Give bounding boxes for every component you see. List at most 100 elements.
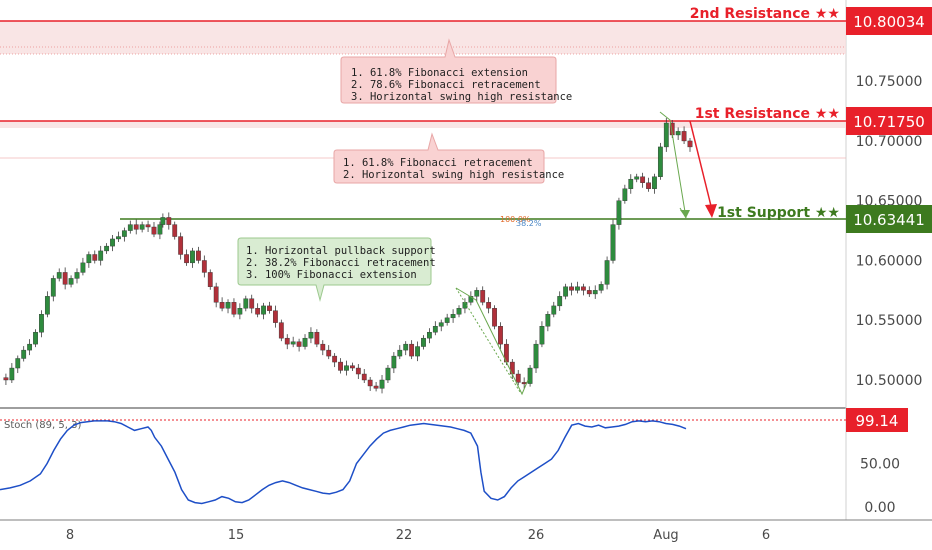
candle-body <box>255 308 261 315</box>
candle-body <box>515 373 521 383</box>
candle-body <box>444 317 450 323</box>
candle-body <box>586 290 592 295</box>
candle-body <box>675 131 681 136</box>
candle-body <box>474 290 480 297</box>
candle-body <box>350 365 355 369</box>
note-box-2nd-resistance: 1. 61.8% Fibonacci extension 2. 78.6% Fi… <box>340 38 572 104</box>
stoch-line <box>0 420 687 505</box>
candle-body <box>326 349 332 357</box>
svg-text:10.80034: 10.80034 <box>853 13 925 31</box>
candle-body <box>527 367 533 384</box>
candle-body <box>308 331 314 339</box>
resistance-zone-1 <box>0 121 846 128</box>
candle-body <box>27 343 33 351</box>
level-1st-support-label: 1st Support ★★ <box>717 205 840 221</box>
price-tick-label: 10.60000 <box>856 253 923 269</box>
svg-text:2. Horizontal swing high resis: 2. Horizontal swing high resistance <box>343 169 564 181</box>
candle-body <box>509 361 515 375</box>
candle-body <box>438 322 444 327</box>
resistance-zone-2 <box>0 21 846 54</box>
candle-body <box>432 326 438 333</box>
candle-body <box>616 200 622 225</box>
candle-body <box>415 346 420 357</box>
candle-body <box>237 308 243 315</box>
candle-body <box>314 331 320 345</box>
candle-body <box>628 178 634 189</box>
candle-body <box>166 217 172 225</box>
candle-body <box>361 373 367 381</box>
candle-body <box>160 217 166 225</box>
candle-body <box>468 296 474 303</box>
candle-body <box>634 176 640 180</box>
candle-body <box>355 367 361 375</box>
svg-text:2. 38.2% Fibonacci retracement: 2. 38.2% Fibonacci retracement <box>246 257 436 269</box>
candle-body <box>320 343 326 351</box>
candle-body <box>373 385 379 389</box>
candle-body <box>652 176 657 189</box>
candle-body <box>296 341 302 347</box>
candle-body <box>249 298 255 309</box>
candle-body <box>110 238 115 247</box>
candles <box>3 118 693 394</box>
projection-arrow <box>689 120 717 218</box>
candle-body <box>157 224 163 235</box>
candle-body <box>190 250 195 264</box>
candle-body <box>68 278 74 285</box>
date-axis: 8 15 22 26 Aug 6 <box>66 528 770 543</box>
candle-body <box>403 343 409 351</box>
candle-body <box>243 298 249 309</box>
stoch-axis: 50.00 0.00 <box>860 457 900 517</box>
candle-body <box>133 224 139 230</box>
candle-body <box>145 224 151 228</box>
candle-body <box>598 284 604 291</box>
price-tick-label: 10.75000 <box>856 74 923 90</box>
candle-body <box>3 377 9 381</box>
candle-body <box>139 224 145 230</box>
candle-body <box>604 260 610 285</box>
candle-body <box>385 367 391 381</box>
candle-body <box>521 382 527 385</box>
candle-body <box>219 302 225 309</box>
candle-body <box>580 286 586 291</box>
price-tick-label: 10.70000 <box>856 134 923 150</box>
candle-body <box>480 290 486 303</box>
candle-body <box>39 314 44 333</box>
date-tick-label: 22 <box>396 528 413 543</box>
candle-body <box>104 245 110 252</box>
svg-text:1. Horizontal pullback support: 1. Horizontal pullback support <box>246 245 436 257</box>
candle-body <box>563 286 569 297</box>
candle-body <box>391 355 397 369</box>
candle-body <box>98 250 104 261</box>
candle-body <box>213 286 219 303</box>
candle-body <box>332 355 338 363</box>
candle-body <box>44 296 50 315</box>
candle-body <box>151 226 157 235</box>
candle-body <box>379 379 385 389</box>
price-tag-1st-resistance: 10.71750 <box>846 107 932 135</box>
candle-body <box>196 250 201 261</box>
svg-text:1. 61.8% Fibonacci retracement: 1. 61.8% Fibonacci retracement <box>343 157 533 169</box>
candle-body <box>33 331 38 345</box>
candle-body <box>284 337 290 345</box>
candle-body <box>681 131 687 142</box>
candle-body <box>367 379 373 387</box>
svg-text:10.71750: 10.71750 <box>853 113 925 131</box>
price-grid <box>0 0 932 521</box>
candle-body <box>121 230 127 237</box>
candle-body <box>92 254 98 261</box>
candle-body <box>80 262 86 273</box>
candle-body <box>127 224 133 231</box>
candle-body <box>302 337 308 347</box>
candle-body <box>338 361 343 371</box>
candle-body <box>50 278 56 297</box>
candle-body <box>116 236 121 240</box>
candle-body <box>539 326 545 345</box>
candle-body <box>56 272 62 279</box>
candle-body <box>687 140 693 148</box>
candle-body <box>533 343 539 369</box>
candle-body <box>610 224 616 261</box>
candle-body <box>545 314 551 327</box>
date-tick-label: 26 <box>528 528 545 543</box>
date-tick-label: 15 <box>228 528 245 543</box>
svg-text:3. 100% Fibonacci extension: 3. 100% Fibonacci extension <box>246 269 417 281</box>
